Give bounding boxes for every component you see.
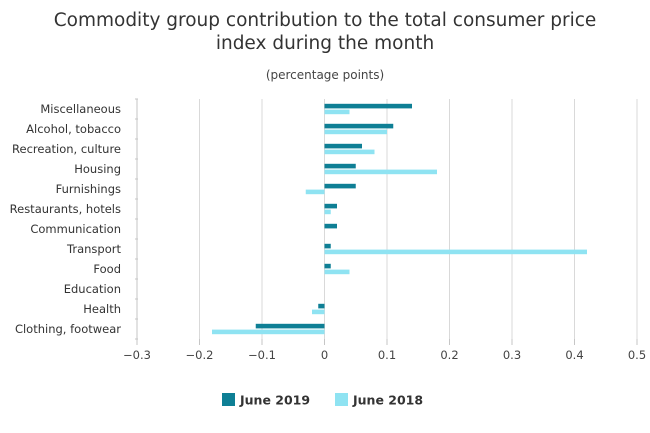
category-label: Furnishings xyxy=(56,182,121,196)
bar xyxy=(312,309,325,315)
bar xyxy=(324,269,350,275)
x-tick-label: −0.1 xyxy=(248,348,276,362)
bar xyxy=(324,169,437,175)
x-tick-label: 0 xyxy=(321,348,328,362)
bar xyxy=(305,189,325,195)
category-label: Miscellaneous xyxy=(40,102,121,116)
bar xyxy=(324,103,412,109)
legend-label: June 2018 xyxy=(352,393,423,408)
x-tick-label: −0.3 xyxy=(123,348,151,362)
x-tick-label: 0.2 xyxy=(440,348,458,362)
x-axis: −0.3 −0.2 −0.1 0 0.1 0.2 0.3 0.4 0.5 xyxy=(123,98,646,362)
legend[interactable]: June 2019 June 2018 xyxy=(222,393,423,408)
gridlines xyxy=(199,99,638,339)
bar xyxy=(255,323,325,329)
chart-subtitle: (percentage points) xyxy=(266,68,384,82)
bar xyxy=(212,329,325,335)
bar xyxy=(324,203,337,209)
category-label: Transport xyxy=(66,242,121,256)
bar xyxy=(324,109,350,115)
category-label: Restaurants, hotels xyxy=(10,202,121,216)
category-label: Recreation, culture xyxy=(12,142,121,156)
bar xyxy=(324,209,331,215)
bar xyxy=(324,163,356,169)
category-label: Health xyxy=(83,302,121,316)
legend-label: June 2019 xyxy=(239,393,310,408)
category-labels: Miscellaneous Alcohol, tobacco Recreation,… xyxy=(10,102,122,336)
chart-title-line-2: index during the month xyxy=(216,33,434,54)
legend-swatch xyxy=(222,393,235,406)
category-label: Communication xyxy=(30,222,121,236)
x-tick-label: 0.5 xyxy=(628,348,646,362)
bar xyxy=(324,263,331,269)
category-label: Education xyxy=(64,282,121,296)
bar xyxy=(324,223,337,229)
bar xyxy=(324,129,387,135)
chart-title-line-1: Commodity group contribution to the tota… xyxy=(54,10,597,31)
x-tick-label: −0.2 xyxy=(186,348,214,362)
bar xyxy=(324,243,331,249)
bar xyxy=(324,183,356,189)
bar xyxy=(324,143,362,149)
x-tick-label: 0.1 xyxy=(378,348,396,362)
x-tick-label: 0.3 xyxy=(503,348,521,362)
bar xyxy=(318,303,325,309)
category-label: Clothing, footwear xyxy=(15,322,121,336)
category-label: Alcohol, tobacco xyxy=(26,122,121,136)
bar xyxy=(324,249,587,255)
bar xyxy=(324,123,394,129)
category-label: Food xyxy=(93,262,121,276)
category-label: Housing xyxy=(74,162,121,176)
bars xyxy=(212,103,587,335)
legend-swatch xyxy=(335,393,348,406)
bar xyxy=(324,149,375,155)
x-tick-label: 0.4 xyxy=(565,348,583,362)
